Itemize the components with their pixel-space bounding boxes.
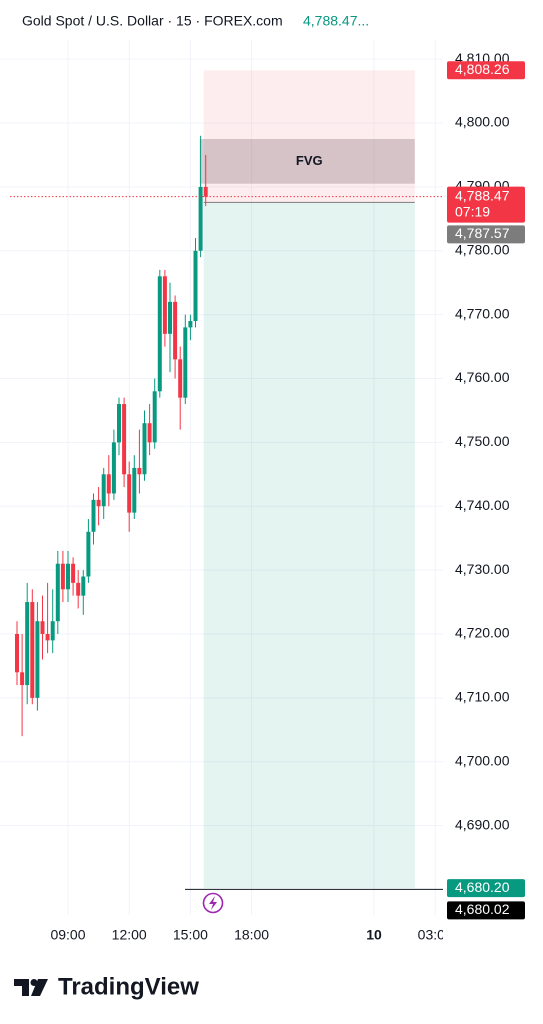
stop-label-box — [447, 61, 525, 80]
header-price: 4,788.47... — [303, 13, 369, 29]
target-label-box — [447, 879, 525, 898]
chart-title: Gold Spot / U.S. Dollar · 15 · FOREX.com — [22, 13, 283, 29]
countdown-label: 07:19 — [455, 203, 490, 219]
y-tick-label: 4,750.00 — [455, 433, 510, 449]
logo-shape — [31, 979, 48, 996]
logo-shape — [14, 979, 29, 996]
target-label: 4,680.20 — [455, 879, 510, 895]
candle-body — [188, 321, 193, 328]
candle-body — [198, 186, 203, 251]
candle-body — [91, 499, 96, 532]
candle-body — [137, 467, 142, 475]
logo-dot — [30, 979, 38, 986]
candle-body — [40, 621, 45, 634]
y-tick-label: 4,770.00 — [455, 305, 510, 321]
candle-body — [111, 442, 116, 494]
fvg-label: FVG — [296, 153, 323, 168]
level-label-box — [447, 901, 525, 920]
candle-body — [178, 359, 183, 398]
candle-body — [193, 250, 198, 322]
candle-body — [132, 467, 137, 513]
candle-body — [15, 633, 19, 673]
candle-body — [76, 582, 81, 596]
fvg-box — [199, 138, 415, 184]
y-tick-label: 4,690.00 — [455, 816, 510, 832]
target-zone — [203, 202, 415, 889]
candle-body — [147, 423, 152, 443]
candle-body — [203, 186, 208, 197]
candle-body — [183, 327, 188, 398]
candle-body — [55, 563, 60, 622]
candle-body — [106, 474, 111, 494]
candle-body — [173, 301, 178, 360]
candle-body — [127, 474, 132, 513]
candle-body — [101, 474, 106, 507]
candle-body — [142, 423, 147, 475]
x-tick-label: 12:00 — [112, 927, 147, 943]
x-tick-label: 15:00 — [173, 927, 208, 943]
candle-body — [45, 633, 50, 641]
candle-body — [20, 672, 25, 686]
plot: 4,690.00 4,700.00 4,710.00 4,720.00 4,730.00… — [0, 40, 543, 950]
candle-body — [66, 563, 70, 590]
y-tick-label: 4,720.00 — [455, 625, 510, 641]
entry-label: 4,787.57 — [455, 225, 510, 241]
y-tick-label: 4,710.00 — [455, 689, 510, 705]
candle-body — [168, 301, 172, 334]
x-tick-label: 09:00 — [50, 927, 85, 943]
y-tick-label: 4,780.00 — [455, 241, 510, 257]
candle-body — [50, 621, 55, 641]
stop-zone — [203, 70, 415, 203]
y-tick-label: 4,730.00 — [455, 561, 510, 577]
x-tick-label: 10 — [366, 927, 382, 943]
x-tick-label: 18:00 — [234, 927, 269, 943]
last-price-label: 4,788.47 — [455, 187, 510, 203]
y-tick-label: 4,760.00 — [455, 369, 510, 385]
candle-body — [162, 276, 167, 334]
level-label: 4,680.02 — [455, 901, 510, 917]
y-tick-label: 4,740.00 — [455, 497, 510, 513]
candle-body — [25, 602, 30, 686]
candle-body — [117, 404, 121, 443]
candle-body — [35, 621, 40, 698]
stop-label: 4,808.26 — [455, 61, 510, 77]
last-price-box — [447, 186, 525, 223]
candle-body — [96, 499, 101, 507]
alert-icon-bolt — [209, 896, 217, 910]
candle-body — [71, 563, 76, 583]
entry-label-box — [447, 225, 525, 244]
brand-name: TradingView — [58, 973, 199, 1000]
y-tick-label: 4,800.00 — [455, 114, 510, 130]
candle-body — [157, 276, 162, 392]
candle-body — [81, 576, 86, 596]
alert-icon[interactable] — [202, 892, 224, 914]
axis-mask — [443, 925, 543, 950]
candle-body — [122, 404, 127, 475]
candle-body — [86, 531, 91, 577]
y-tick-label: 4,700.00 — [455, 752, 510, 768]
brand-logo — [14, 979, 48, 996]
candle-body — [60, 563, 65, 590]
candle-body — [152, 391, 157, 443]
candle-body — [30, 602, 35, 698]
